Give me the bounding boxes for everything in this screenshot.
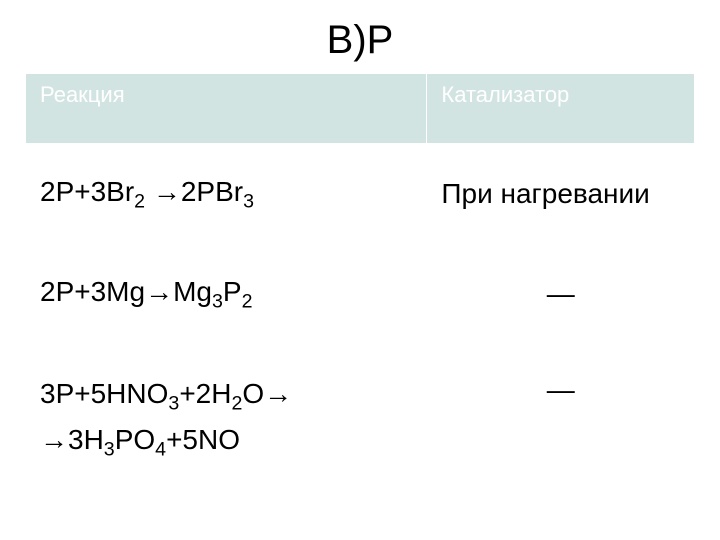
reaction-cell: 2P+3Br2 →2PBr3 [26, 144, 427, 244]
slide-title: В)P [0, 0, 720, 73]
rxn-text: +5NO [166, 424, 240, 455]
rxn-sub: 3 [104, 438, 115, 460]
rxn-sub: 2 [242, 290, 253, 312]
rxn-text: →2PBr [145, 176, 243, 207]
rxn-text: 2P+3Mg→Mg [40, 276, 212, 307]
rxn-text: 3P+5HNO [40, 378, 168, 409]
table-row: 2P+3Br2 →2PBr3 При нагревании [26, 144, 695, 244]
header-reaction: Реакция [26, 74, 427, 144]
header-catalyst: Катализатор [427, 74, 695, 144]
table-row: 3P+5HNO3+2H2O→ →3H3PO4+5NO — [26, 344, 695, 494]
rxn-sub: 2 [231, 392, 242, 414]
rxn-sub: 2 [134, 190, 145, 212]
condition-cell: — [427, 244, 695, 344]
reaction-cell: 3P+5HNO3+2H2O→ →3H3PO4+5NO [26, 344, 427, 494]
rxn-text: →3H [40, 424, 104, 455]
rxn-sub: 3 [243, 190, 254, 212]
condition-cell: При нагревании [427, 144, 695, 244]
rxn-sub: 3 [212, 290, 223, 312]
reactions-table: Реакция Катализатор 2P+3Br2 →2PBr3 При н… [25, 73, 695, 494]
rxn-text: 2P+3Br [40, 176, 134, 207]
condition-cell: — [427, 344, 695, 494]
rxn-text: P [223, 276, 242, 307]
reaction-cell: 2P+3Mg→Mg3P2 [26, 244, 427, 344]
table-row: 2P+3Mg→Mg3P2 — [26, 244, 695, 344]
rxn-sub: 4 [155, 438, 166, 460]
rxn-text: O→ [242, 378, 292, 409]
rxn-sub: 3 [168, 392, 179, 414]
rxn-text: +2H [179, 378, 231, 409]
table-header-row: Реакция Катализатор [26, 74, 695, 144]
rxn-text: PO [115, 424, 155, 455]
